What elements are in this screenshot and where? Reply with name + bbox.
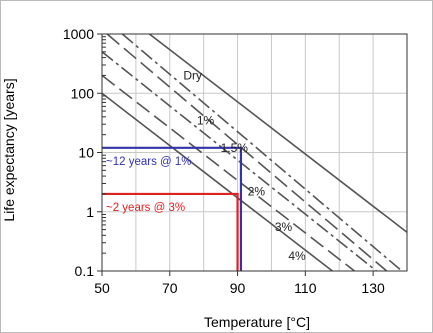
series-line [102, 92, 333, 271]
x-tick-label: 70 [162, 280, 178, 296]
series-line [106, 34, 388, 271]
series-label: 1.5% [221, 141, 249, 155]
x-tick-label: 50 [94, 280, 110, 296]
annotation-guide-line [102, 192, 239, 271]
annotation-guide-line [102, 146, 243, 271]
annotation-label: ~12 years @ 1% [106, 156, 192, 168]
series-lines [102, 34, 407, 271]
y-tick-label: 1 [86, 204, 94, 220]
y-tick-label: 1000 [63, 26, 94, 42]
series-line [102, 51, 377, 271]
x-tick-label: 110 [294, 280, 317, 296]
y-axis-label: Life expectancy [years] [1, 78, 17, 221]
series-line [102, 74, 355, 271]
x-axis-label: Temperature [°C] [204, 314, 310, 330]
series-label: Dry [183, 68, 202, 82]
x-tick-label: 90 [230, 280, 246, 296]
series-label: 1% [197, 113, 215, 127]
annotation-label: ~2 years @ 3% [106, 202, 185, 214]
y-tick-label: 100 [71, 85, 95, 101]
series-line [148, 34, 407, 233]
series-label: 4% [288, 249, 306, 263]
y-tick-label: 0.1 [75, 263, 95, 279]
annotations: ~12 years @ 1% ~2 years @ 3% Dry 1% 1.5% 2% 3%… [102, 68, 306, 271]
y-tick-label: 10 [78, 145, 94, 161]
series-label: 3% [275, 220, 293, 234]
series-line [121, 34, 403, 271]
series-label: 2% [248, 184, 266, 198]
x-tick-label: 130 [361, 280, 385, 296]
